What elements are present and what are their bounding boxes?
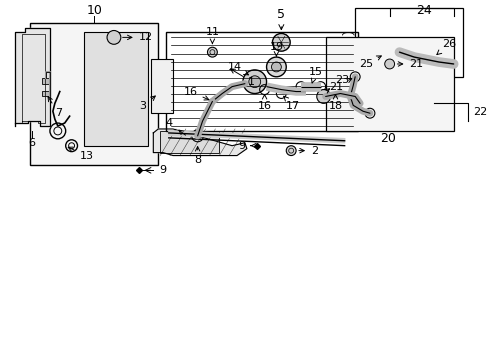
Text: 26: 26 <box>436 39 455 55</box>
Text: 7: 7 <box>48 97 62 118</box>
Text: 8: 8 <box>194 147 201 166</box>
Text: 10: 10 <box>86 4 102 17</box>
Text: 15: 15 <box>308 67 322 83</box>
Text: 9: 9 <box>237 141 255 151</box>
Circle shape <box>107 31 121 44</box>
Circle shape <box>384 59 394 69</box>
Polygon shape <box>16 28 50 126</box>
Text: 12: 12 <box>122 32 152 42</box>
Bar <box>354 8 463 77</box>
Text: 1: 1 <box>230 69 255 87</box>
Bar <box>42 91 50 96</box>
Text: 11: 11 <box>205 27 219 44</box>
Text: 23: 23 <box>324 75 349 93</box>
Circle shape <box>375 45 393 63</box>
Text: 3: 3 <box>139 96 155 111</box>
Circle shape <box>331 83 338 90</box>
Text: 9: 9 <box>159 165 166 175</box>
Text: 20: 20 <box>379 132 395 145</box>
Bar <box>30 23 158 165</box>
Bar <box>166 32 357 131</box>
Text: 2: 2 <box>298 146 317 156</box>
Text: 4: 4 <box>165 118 185 135</box>
Circle shape <box>380 50 388 59</box>
Bar <box>84 32 148 146</box>
Circle shape <box>328 80 342 94</box>
Circle shape <box>248 76 260 87</box>
Text: 24: 24 <box>415 4 431 17</box>
Bar <box>151 59 173 113</box>
Bar <box>160 131 219 153</box>
Text: 22: 22 <box>472 107 487 117</box>
Text: 14: 14 <box>227 62 248 75</box>
Circle shape <box>266 57 285 77</box>
Text: 25: 25 <box>358 56 381 69</box>
Text: 18: 18 <box>328 95 342 111</box>
Text: 19: 19 <box>269 42 283 56</box>
Text: 13: 13 <box>68 147 93 161</box>
Polygon shape <box>153 129 246 156</box>
Circle shape <box>207 47 217 57</box>
Text: 6: 6 <box>29 138 36 148</box>
Circle shape <box>285 146 296 156</box>
Text: 16: 16 <box>257 95 271 111</box>
Text: 17: 17 <box>283 96 300 111</box>
Text: 5: 5 <box>277 8 285 30</box>
Text: 21: 21 <box>397 59 423 69</box>
Circle shape <box>272 33 289 51</box>
Bar <box>325 37 453 131</box>
Circle shape <box>243 70 266 94</box>
Circle shape <box>271 62 281 72</box>
Bar <box>42 78 50 84</box>
Text: 16: 16 <box>183 86 208 100</box>
Text: 21: 21 <box>328 78 351 92</box>
Circle shape <box>316 90 330 103</box>
